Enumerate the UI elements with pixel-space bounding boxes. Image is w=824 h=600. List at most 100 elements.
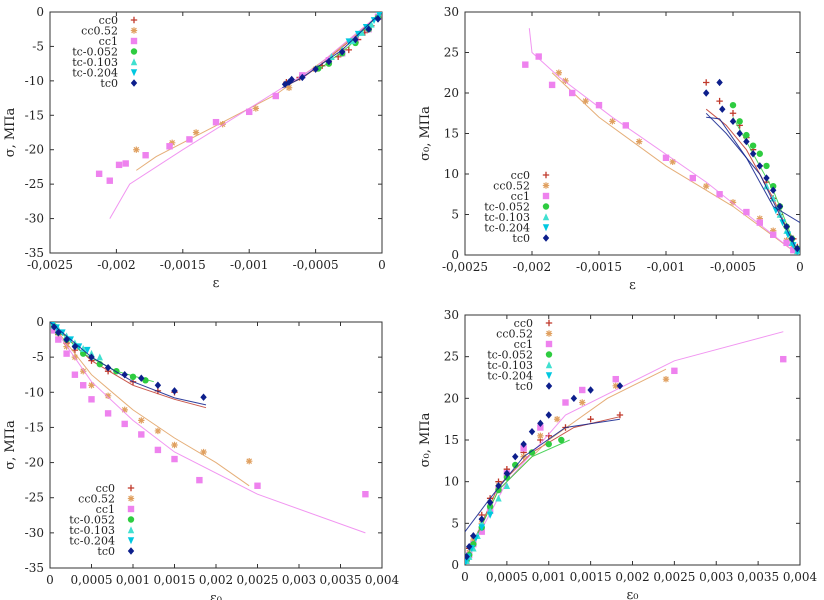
data-point <box>703 79 710 86</box>
chart-panel-4: 0 0,0005 0,001 0,0015 0,002 0,0025 0,003 0,0035… <box>418 308 818 600</box>
plot-area <box>465 331 787 565</box>
x-tick-label: 0,002 <box>615 570 649 584</box>
legend-marker <box>545 319 553 327</box>
model-curve <box>551 72 794 252</box>
x-tick-label: -0,001 <box>647 260 685 274</box>
data-point <box>478 515 485 523</box>
data-point <box>186 136 193 143</box>
y-tick-label: 5 <box>451 516 459 530</box>
data-point <box>582 97 589 105</box>
x-tick-label: 0,0005 <box>486 570 528 584</box>
legend-marker <box>545 340 553 348</box>
data-point <box>80 368 87 375</box>
x-tick-label: 0,003 <box>699 570 733 584</box>
legend-label: tc-0.103 <box>484 211 530 224</box>
data-point <box>770 182 777 190</box>
plot-area <box>95 12 382 219</box>
data-point <box>63 350 70 357</box>
model-curve <box>465 418 620 533</box>
data-point <box>104 392 112 399</box>
data-point <box>756 215 763 222</box>
data-point <box>171 441 178 449</box>
legend-label: tc-0.103 <box>72 56 118 69</box>
x-tick-label: -0,0005 <box>293 258 339 272</box>
series-tc0 <box>465 382 624 561</box>
data-point <box>368 20 375 28</box>
legend-marker <box>130 16 138 24</box>
legend-label: tc-0.052 <box>487 349 533 362</box>
data-point <box>570 394 578 403</box>
x-tick-label: -0,0015 <box>160 258 206 272</box>
legend-marker <box>545 361 553 369</box>
data-point <box>285 84 293 91</box>
data-point <box>312 65 319 73</box>
data-point <box>595 101 603 109</box>
data-point <box>669 158 676 166</box>
data-point <box>55 328 62 337</box>
data-point <box>252 105 260 112</box>
x-tick-label: 0,001 <box>116 573 150 587</box>
x-axis-label: ε₀ <box>627 588 639 600</box>
data-point <box>50 323 58 331</box>
data-point <box>790 242 797 249</box>
legend-label: tc0 <box>100 77 118 90</box>
data-point <box>555 69 562 76</box>
legend-marker <box>130 48 138 55</box>
data-point <box>587 386 594 394</box>
legend-label: tc0 <box>512 232 530 245</box>
legend-label: tc-0.204 <box>72 67 118 80</box>
data-point <box>763 162 770 170</box>
data-point <box>503 469 511 478</box>
x-axis-label: ε <box>629 278 636 293</box>
data-point <box>465 552 470 561</box>
data-point <box>528 449 536 456</box>
y-tick-label: 20 <box>444 86 459 100</box>
legend-label: cc0 <box>96 482 115 495</box>
data-point <box>579 386 586 394</box>
data-point <box>272 92 279 100</box>
chart-panel-1: -0,0025 -0,002 -0,0015 -0,001 -0,0005 0 -35 -30… <box>3 5 386 291</box>
legend-marker <box>127 505 135 513</box>
data-point <box>537 419 544 428</box>
data-point <box>470 532 477 540</box>
legend-marker <box>127 516 135 523</box>
data-point <box>749 150 757 158</box>
data-point <box>154 446 162 454</box>
data-point <box>254 482 261 489</box>
y-tick-label: -20 <box>25 456 44 470</box>
data-point <box>486 511 494 519</box>
data-point <box>63 335 70 344</box>
x-tick-label: 0 <box>378 258 386 272</box>
y-tick-label: 15 <box>444 433 459 447</box>
legend-marker <box>542 171 550 179</box>
model-curve <box>706 116 800 224</box>
data-point <box>362 491 369 498</box>
y-axis-label: σ₀, МПа <box>418 412 433 467</box>
data-point <box>171 387 178 395</box>
data-point <box>138 417 145 424</box>
data-point <box>129 373 137 381</box>
data-point <box>55 336 62 343</box>
data-point <box>122 160 129 167</box>
data-point <box>537 432 544 440</box>
x-tick-label: 0,004 <box>783 570 818 584</box>
data-point <box>219 121 226 128</box>
y-tick-label: -5 <box>32 350 44 364</box>
data-point <box>281 80 289 88</box>
data-point <box>365 25 372 33</box>
data-point <box>743 137 750 146</box>
data-point <box>636 138 643 145</box>
x-tick-label: 0,0035 <box>320 573 362 587</box>
x-tick-label: 0 <box>461 570 469 584</box>
data-point <box>548 81 556 89</box>
data-point <box>562 77 569 85</box>
data-point <box>520 445 527 452</box>
data-point <box>743 131 750 139</box>
x-tick-label: 0,0015 <box>154 573 196 587</box>
model-curve <box>50 322 366 534</box>
chart-panel-2: -0,0025 -0,002 -0,0015 -0,001 -0,0005 0 0 5 10 15… <box>418 5 804 293</box>
data-point <box>716 97 723 105</box>
